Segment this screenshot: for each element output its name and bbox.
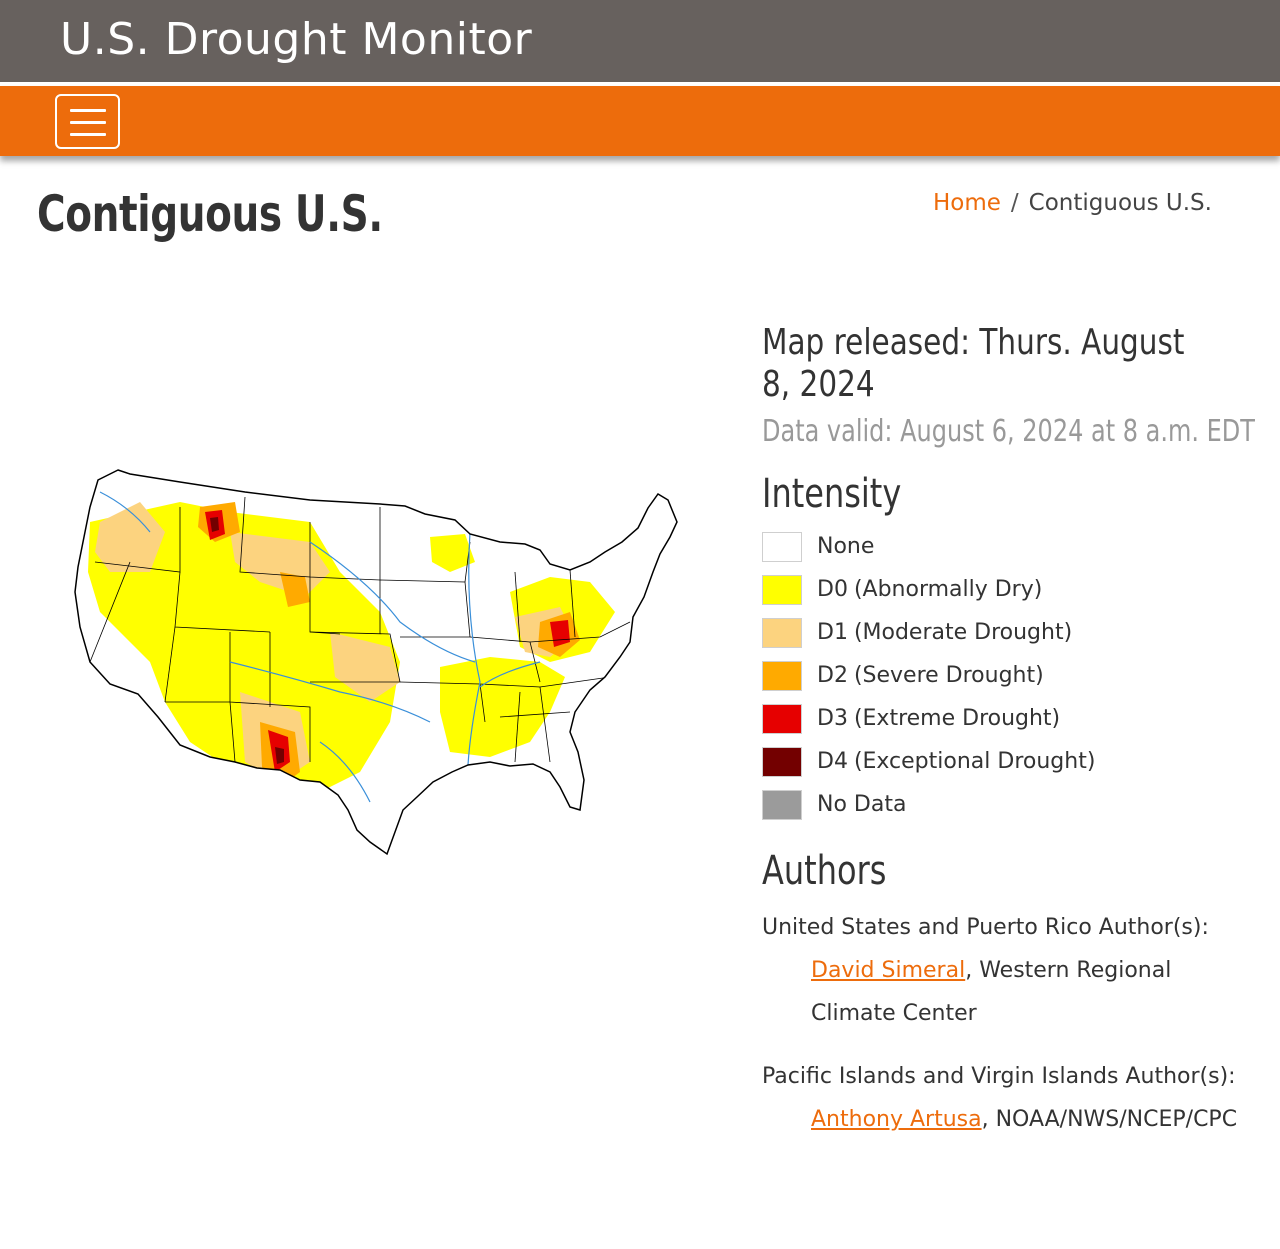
breadcrumb: Home / Contiguous U.S. (933, 190, 1212, 216)
map-sidebar: Map released: Thurs. August 8, 2024 Data… (762, 322, 1262, 1141)
legend-description: (Moderate Drought) (853, 620, 1073, 645)
page-title: Contiguous U.S. (37, 185, 383, 243)
author-affiliation: , NOAA/NWS/NCEP/CPC (981, 1107, 1238, 1132)
author-link-david-simeral[interactable]: David Simeral (811, 958, 966, 983)
legend-swatch (762, 746, 802, 777)
menu-bar-line (70, 121, 106, 124)
breadcrumb-separator: / (1010, 190, 1019, 216)
drought-map[interactable] (70, 462, 690, 857)
legend-swatch (762, 617, 802, 648)
legend-code: D0 (817, 577, 848, 602)
legend-swatch (762, 703, 802, 734)
legend-item-d4: D4 (Exceptional Drought) (762, 740, 1262, 783)
legend-item-d1: D1 (Moderate Drought) (762, 611, 1262, 654)
legend-swatch (762, 531, 802, 562)
header-divider (0, 82, 1280, 86)
data-valid-date: Data valid: August 6, 2024 at 8 a.m. EDT (762, 414, 1255, 449)
legend-description: (Abnormally Dry) (853, 577, 1043, 602)
legend-item-no-data: No Data (762, 783, 1262, 826)
legend-description: (Extreme Drought) (853, 706, 1061, 731)
legend-item-d2: D2 (Severe Drought) (762, 654, 1262, 697)
legend-swatch (762, 660, 802, 691)
map-released-date: Map released: Thurs. August 8, 2024 (762, 322, 1185, 405)
author-group-us: United States and Puerto Rico Author(s):… (762, 906, 1262, 1035)
menu-bar-line (70, 109, 106, 112)
author-entry: Anthony Artusa, NOAA/NWS/NCEP/CPC (762, 1098, 1262, 1141)
legend-code: D3 (817, 706, 848, 731)
legend-code: D2 (817, 663, 848, 688)
author-entry: David Simeral, Western Regional Climate … (762, 949, 1262, 1035)
site-title[interactable]: U.S. Drought Monitor (60, 14, 533, 65)
nav-bar (0, 86, 1280, 156)
author-group-islands: Pacific Islands and Virgin Islands Autho… (762, 1055, 1262, 1141)
legend-swatch (762, 574, 802, 605)
legend-description: (Severe Drought) (853, 663, 1044, 688)
breadcrumb-home-link[interactable]: Home (933, 190, 1001, 216)
intensity-legend: None D0 (Abnormally Dry) D1 (Moderate Dr… (762, 525, 1262, 826)
legend-swatch (762, 789, 802, 820)
legend-code: No Data (817, 792, 907, 817)
legend-item-d3: D3 (Extreme Drought) (762, 697, 1262, 740)
authors-heading: Authors (762, 848, 887, 894)
legend-item-none: None (762, 525, 1262, 568)
legend-code: None (817, 534, 875, 559)
legend-code: D1 (817, 620, 848, 645)
author-group-label: Pacific Islands and Virgin Islands Autho… (762, 1064, 1236, 1089)
legend-item-d0: D0 (Abnormally Dry) (762, 568, 1262, 611)
intensity-heading: Intensity (762, 471, 902, 517)
site-header: U.S. Drought Monitor (0, 0, 1280, 82)
legend-description: (Exceptional Drought) (853, 749, 1096, 774)
hamburger-menu-icon[interactable] (55, 94, 120, 149)
author-link-anthony-artusa[interactable]: Anthony Artusa (811, 1107, 982, 1132)
breadcrumb-current: Contiguous U.S. (1028, 190, 1212, 216)
author-group-label: United States and Puerto Rico Author(s): (762, 915, 1209, 940)
author-affiliation: , Western Regional Climate Center (811, 958, 1172, 1026)
legend-code: D4 (817, 749, 848, 774)
menu-bar-line (70, 133, 106, 136)
